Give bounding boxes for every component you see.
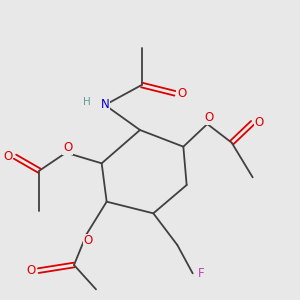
Text: O: O (255, 116, 264, 129)
Text: O: O (177, 87, 186, 100)
Text: N: N (100, 98, 109, 112)
Text: O: O (3, 150, 12, 163)
Text: O: O (204, 112, 214, 124)
Text: O: O (63, 141, 72, 154)
Text: O: O (26, 264, 36, 277)
Text: O: O (84, 234, 93, 247)
Text: F: F (198, 267, 204, 280)
Text: H: H (83, 97, 91, 107)
